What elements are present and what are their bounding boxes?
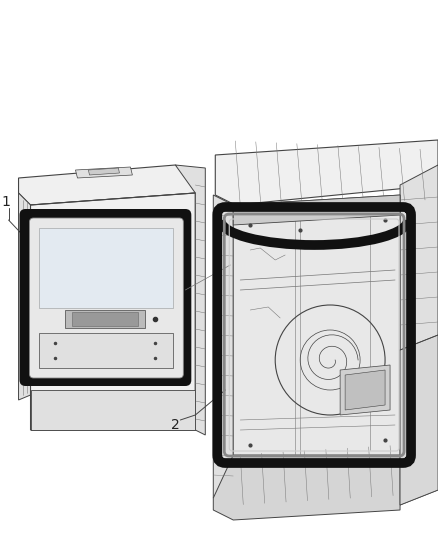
- Polygon shape: [18, 193, 31, 400]
- Polygon shape: [72, 312, 138, 326]
- Polygon shape: [31, 193, 195, 430]
- Polygon shape: [400, 335, 438, 505]
- Polygon shape: [39, 228, 173, 308]
- Polygon shape: [400, 165, 438, 505]
- Polygon shape: [215, 140, 438, 205]
- Polygon shape: [340, 365, 390, 415]
- FancyBboxPatch shape: [20, 209, 191, 386]
- Text: 2: 2: [171, 418, 180, 432]
- Polygon shape: [75, 167, 132, 178]
- Polygon shape: [65, 310, 145, 328]
- Polygon shape: [233, 195, 400, 225]
- Polygon shape: [175, 165, 205, 435]
- Polygon shape: [233, 195, 400, 455]
- Text: 1: 1: [1, 195, 10, 209]
- Polygon shape: [213, 195, 233, 498]
- Polygon shape: [345, 370, 385, 410]
- Polygon shape: [18, 165, 195, 205]
- Polygon shape: [39, 333, 173, 368]
- FancyBboxPatch shape: [29, 218, 184, 378]
- Polygon shape: [88, 168, 120, 175]
- Polygon shape: [213, 445, 400, 520]
- Polygon shape: [31, 390, 195, 430]
